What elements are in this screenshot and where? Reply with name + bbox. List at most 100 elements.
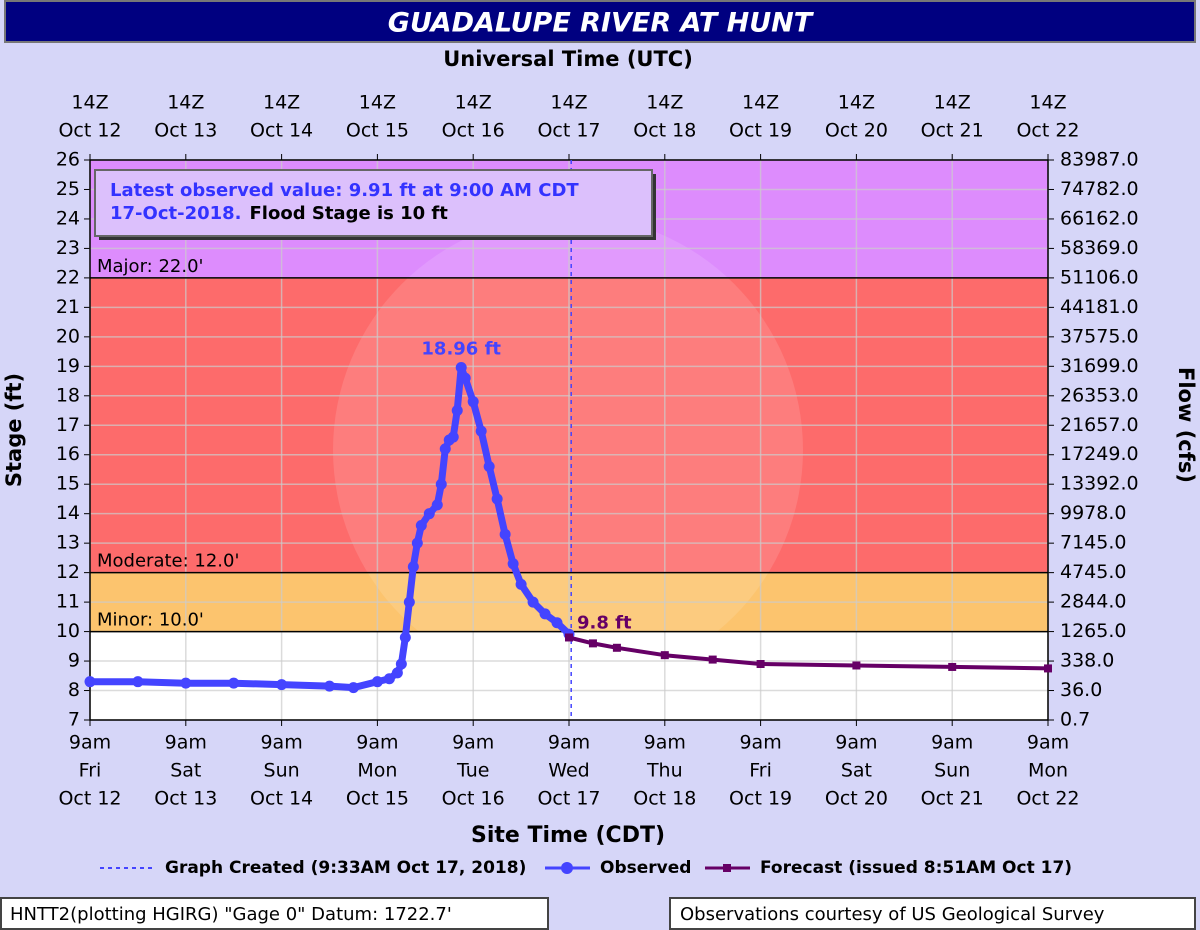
x2-tick-label: Oct 15 [346, 120, 409, 142]
footer-right: Observations courtesy of US Geological S… [680, 904, 1105, 925]
y-tick-label: 15 [56, 473, 80, 495]
y-axis-title: Stage (ft) [2, 373, 26, 487]
x2-tick-label: 14Z [646, 92, 683, 114]
data-point [439, 443, 451, 455]
data-point [660, 651, 669, 660]
footer-box [0, 897, 549, 930]
annotation-observed: Latest observed value: 9.91 ft at 9:00 A… [110, 180, 579, 201]
y-tick-label: 11 [56, 591, 80, 613]
y2-tick-label: 37575.0 [1060, 325, 1139, 347]
y2-tick-label: 9978.0 [1060, 502, 1126, 524]
x2-tick-label: 14Z [742, 92, 779, 114]
x-axis-title: Site Time (CDT) [471, 823, 665, 848]
x2-tick-label: 14Z [934, 92, 971, 114]
x-tick-label: Oct 17 [537, 788, 600, 810]
y-tick-label: 22 [56, 266, 80, 288]
data-point [491, 493, 503, 505]
x2-tick-label: Oct 18 [633, 120, 696, 142]
data-point [276, 679, 288, 691]
annotation-text: 17-Oct-2018. Flood Stage is 10 ft [110, 203, 448, 224]
data-point [228, 677, 240, 689]
x-tick-label: 9am [1027, 732, 1069, 754]
chart-title: GUADALUPE RIVER AT HUNT [388, 8, 815, 39]
y-tick-label: 25 [56, 178, 80, 200]
annotation-flood-stage: Flood Stage is 10 ft [250, 203, 449, 224]
y-tick-label: 21 [56, 296, 80, 318]
x-tick-label: Fri [749, 760, 772, 782]
y2-tick-label: 74782.0 [1060, 178, 1139, 200]
y2-tick-label: 0.7 [1060, 709, 1090, 731]
y-tick-label: 14 [56, 502, 80, 524]
x2-tick-label: 14Z [71, 92, 108, 114]
data-point [324, 680, 335, 692]
x-tick-label: Oct 14 [250, 788, 313, 810]
data-label: 18.96 ft [421, 338, 501, 359]
y-tick-label: 16 [56, 443, 80, 465]
data-point [423, 508, 435, 520]
x-tick-label: Oct 15 [346, 788, 409, 810]
data-point [475, 425, 487, 437]
x-tick-label: Mon [1028, 760, 1068, 782]
x2-tick-label: Oct 12 [58, 120, 121, 142]
y-tick-label: 20 [56, 325, 80, 347]
x-tick-label: 9am [165, 732, 207, 754]
title-bar [4, 0, 1196, 43]
x2-tick-label: Oct 20 [825, 120, 888, 142]
x-tick-label: Oct 16 [442, 788, 505, 810]
x2-tick-label: 14Z [263, 92, 300, 114]
data-point [852, 661, 861, 670]
plot-border [89, 159, 1049, 721]
y2-tick-label: 338.0 [1060, 650, 1114, 672]
data-point [395, 658, 407, 670]
x-tick-label: 9am [452, 732, 494, 754]
data-point [756, 660, 765, 668]
x2-tick-label: 14Z [359, 92, 396, 114]
x-tick-label: Sun [934, 760, 970, 782]
plot-area: 7 8 9 10 11 12 13 14 15 16 17 18 19 20 21 22 23 24 25 26 0.7… [56, 92, 1139, 810]
x-tick-label: Oct 19 [729, 788, 792, 810]
data-point [383, 673, 395, 685]
y2-tick-label: 36.0 [1060, 679, 1102, 701]
y2-tick-label: 7145.0 [1060, 532, 1126, 554]
y-tick-label: 17 [56, 414, 80, 436]
data-point [407, 561, 419, 573]
x2-tick-label: Oct 17 [537, 120, 600, 142]
data-point [403, 596, 415, 608]
footer-left: HNTT2(plotting HGIRG) "Gage 0" Datum: 17… [10, 904, 452, 925]
y2-tick-label: 26353.0 [1060, 384, 1139, 406]
y-tick-label: 23 [56, 237, 80, 259]
data-point [527, 596, 539, 608]
y-tick-label: 18 [56, 384, 80, 406]
y-tick-label: 7 [68, 709, 80, 731]
y2-tick-label: 17249.0 [1060, 443, 1139, 465]
x-tick-label: 9am [835, 732, 877, 754]
data-point [371, 676, 383, 688]
data-label: 9.8 ft [577, 612, 632, 633]
y2-tick-label: 66162.0 [1060, 207, 1139, 229]
x-tick-label: 9am [260, 732, 302, 754]
data-point [415, 519, 427, 531]
y-tick-label: 13 [56, 532, 80, 554]
y-tick-label: 10 [56, 620, 80, 642]
legend-label: Graph Created (9:33AM Oct 17, 2018) [165, 858, 526, 878]
data-point [180, 677, 192, 689]
watermark [333, 215, 803, 685]
data-point [347, 682, 359, 694]
annotation-text: Latest observed value: 9.91 ft at 9:00 A… [110, 180, 579, 201]
data-point [459, 372, 471, 384]
legend-label: Forecast (issued 8:51AM Oct 17) [760, 858, 1072, 878]
x2-tick-label: Oct 22 [1016, 120, 1079, 142]
x-tick-label: Mon [357, 760, 397, 782]
data-point [435, 478, 447, 490]
flood-label: Moderate: 12.0' [97, 551, 239, 572]
footer-box [669, 897, 1196, 930]
x2-tick-label: 14Z [1029, 92, 1066, 114]
data-point [588, 639, 597, 648]
y2-tick-label: 13392.0 [1060, 473, 1139, 495]
x2-tick-label: 14Z [455, 92, 492, 114]
x-tick-label: 9am [644, 732, 686, 754]
x-tick-label: Oct 18 [633, 788, 696, 810]
legend: Graph Created (9:33AM Oct 17, 2018) Obse… [100, 858, 1072, 878]
y2-tick-label: 4745.0 [1060, 561, 1126, 583]
data-point [565, 633, 573, 642]
